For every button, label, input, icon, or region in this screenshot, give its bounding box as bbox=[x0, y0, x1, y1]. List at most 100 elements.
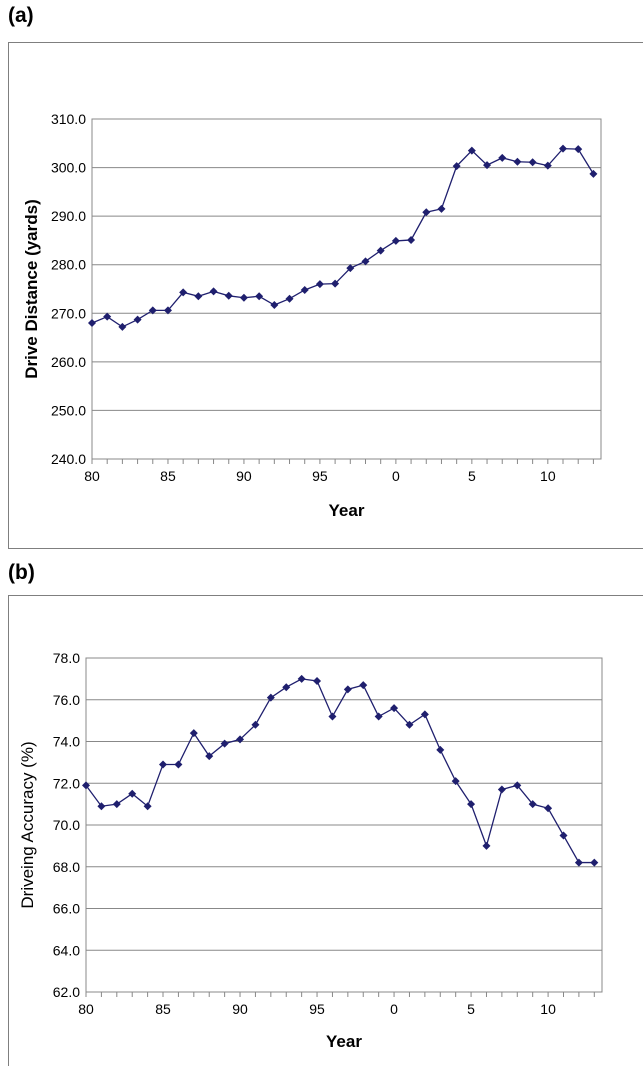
a-x-axis-title: Year bbox=[329, 501, 365, 520]
b-data-point bbox=[497, 785, 506, 794]
b-data-point bbox=[513, 781, 522, 790]
a-x-tick-label: 95 bbox=[312, 468, 328, 484]
b-data-point bbox=[559, 831, 568, 840]
a-data-point bbox=[513, 157, 522, 166]
b-x-tick-label: 0 bbox=[390, 1001, 398, 1017]
b-data-point bbox=[112, 800, 121, 809]
b-data-point bbox=[359, 681, 368, 690]
b-data-point bbox=[236, 735, 245, 744]
a-data-point bbox=[270, 301, 279, 310]
a-x-tick-label: 10 bbox=[540, 468, 556, 484]
b-y-tick-label: 70.0 bbox=[53, 817, 80, 833]
a-data-point bbox=[437, 204, 446, 213]
a-data-point bbox=[88, 319, 96, 327]
b-x-tick-label: 85 bbox=[155, 1001, 171, 1017]
b-data-point bbox=[574, 858, 583, 867]
b-x-tick-label: 90 bbox=[232, 1001, 248, 1017]
a-data-point bbox=[285, 294, 294, 303]
a-data-point bbox=[133, 315, 142, 324]
a-data-point bbox=[589, 169, 598, 178]
b-x-tick-label: 95 bbox=[309, 1001, 325, 1017]
b-y-tick-label: 74.0 bbox=[53, 734, 80, 750]
a-plot-area bbox=[91, 118, 602, 460]
a-data-point bbox=[498, 153, 507, 162]
b-y-tick-label: 72.0 bbox=[53, 775, 80, 791]
b-y-tick-label: 66.0 bbox=[53, 901, 80, 917]
a-y-tick-label: 290.0 bbox=[51, 208, 86, 224]
b-plot-area bbox=[85, 657, 603, 993]
a-data-point bbox=[315, 280, 324, 289]
a-x-tick-label: 0 bbox=[392, 468, 400, 484]
b-data-point bbox=[282, 683, 291, 692]
a-data-point bbox=[331, 279, 340, 288]
b-data-point bbox=[128, 789, 137, 798]
a-data-point bbox=[574, 145, 583, 154]
b-x-tick-label: 5 bbox=[467, 1001, 475, 1017]
a-y-tick-label: 310.0 bbox=[51, 111, 86, 127]
b-y-tick-label: 64.0 bbox=[53, 942, 80, 958]
panel-label-b: (b) bbox=[8, 561, 35, 584]
b-y-axis-title: Driveing Accuracy (%) bbox=[18, 741, 37, 908]
b-x-axis-title: Year bbox=[326, 1032, 362, 1051]
a-data-point bbox=[528, 158, 537, 167]
a-data-point bbox=[559, 144, 568, 153]
a-x-tick-label: 90 bbox=[236, 468, 252, 484]
b-data-point bbox=[328, 712, 337, 721]
b-data-point bbox=[405, 720, 414, 729]
a-data-point bbox=[103, 312, 112, 321]
b-data-point bbox=[189, 729, 198, 738]
b-series-line bbox=[85, 678, 595, 864]
b-data-point bbox=[467, 800, 476, 809]
a-x-tick-label: 85 bbox=[160, 468, 176, 484]
a-y-tick-label: 260.0 bbox=[51, 354, 86, 370]
b-data-point bbox=[159, 760, 168, 769]
a-data-point bbox=[224, 291, 233, 300]
b-y-tick-label: 76.0 bbox=[53, 692, 80, 708]
b-data-point bbox=[420, 710, 429, 719]
b-data-point bbox=[174, 760, 183, 769]
a-data-point bbox=[346, 264, 355, 273]
b-data-point bbox=[374, 712, 383, 721]
a-x-tick-label: 80 bbox=[84, 468, 100, 484]
b-data-point bbox=[482, 841, 491, 850]
a-data-point bbox=[376, 246, 385, 255]
b-y-tick-label: 62.0 bbox=[53, 984, 80, 1000]
a-series-line bbox=[91, 147, 594, 328]
chart-frame-a: 240.0 250.0 260.0 270.0 280.0 290.0 300.0 310.0… bbox=[8, 42, 643, 549]
a-data-point bbox=[239, 293, 248, 302]
b-data-point bbox=[390, 704, 399, 713]
panel-label-a: (a) bbox=[8, 4, 34, 27]
a-y-tick-label: 300.0 bbox=[51, 160, 86, 176]
a-data-point bbox=[422, 208, 431, 217]
a-data-point bbox=[483, 161, 492, 170]
b-data-point bbox=[343, 685, 352, 694]
a-y-tick-label: 250.0 bbox=[51, 402, 86, 418]
a-data-point bbox=[179, 288, 188, 297]
driving-accuracy-chart: 62.0 64.0 66.0 68.0 70.0 72.0 74.0 76.0 78.0 80 85… bbox=[18, 650, 603, 1051]
b-data-point bbox=[220, 739, 229, 748]
a-y-tick-label: 270.0 bbox=[51, 305, 86, 321]
chart-frame-b: 62.0 64.0 66.0 68.0 70.0 72.0 74.0 76.0 78.0 80 85… bbox=[8, 595, 643, 1066]
a-data-point bbox=[148, 306, 157, 315]
a-data-point bbox=[391, 236, 400, 245]
b-data-point bbox=[528, 800, 537, 809]
b-data-point bbox=[297, 674, 306, 683]
b-data-point bbox=[313, 676, 322, 685]
b-y-tick-label: 78.0 bbox=[53, 650, 80, 666]
a-data-point bbox=[467, 146, 476, 155]
a-data-point bbox=[118, 322, 127, 331]
b-y-tick-label: 68.0 bbox=[53, 859, 80, 875]
b-data-point bbox=[97, 802, 106, 811]
a-data-point bbox=[194, 292, 203, 301]
b-x-tick-label: 80 bbox=[78, 1001, 94, 1017]
b-data-point bbox=[205, 752, 214, 761]
a-data-point bbox=[407, 235, 416, 244]
a-data-point bbox=[361, 257, 370, 266]
a-y-tick-label: 280.0 bbox=[51, 257, 86, 273]
b-data-point bbox=[451, 777, 460, 786]
b-data-point bbox=[143, 802, 152, 811]
a-x-tick-label: 5 bbox=[468, 468, 476, 484]
a-data-point bbox=[255, 292, 264, 301]
a-data-point bbox=[209, 287, 218, 296]
b-data-point bbox=[544, 804, 553, 813]
